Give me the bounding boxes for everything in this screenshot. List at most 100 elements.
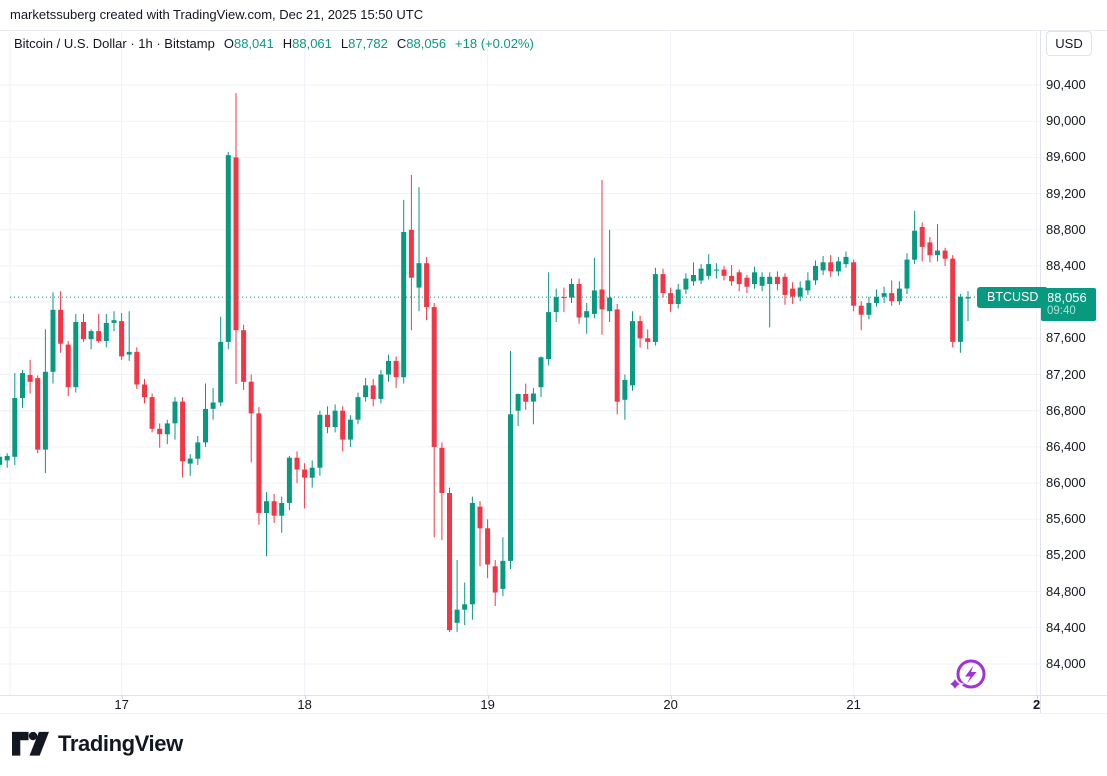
candle-body bbox=[27, 375, 33, 382]
candle-body bbox=[965, 297, 971, 299]
candle-body bbox=[286, 457, 292, 503]
tradingview-logo[interactable]: TradingView bbox=[12, 731, 183, 757]
time-tick-label: 18 bbox=[297, 697, 312, 712]
candle-body bbox=[530, 393, 536, 402]
candle-body bbox=[325, 414, 330, 427]
time-axis-tick bbox=[487, 695, 489, 699]
time-tick-label: 19 bbox=[480, 697, 495, 712]
candle-body bbox=[12, 398, 18, 457]
candle-body bbox=[477, 506, 483, 529]
price-axis[interactable]: 90,400 90,000 89,600 89,200 88,800 88,400 87,6… bbox=[1041, 30, 1107, 695]
candle-body bbox=[645, 338, 651, 342]
candle-body bbox=[828, 262, 834, 272]
lightning-bolt-icon bbox=[965, 665, 977, 684]
candle-body bbox=[630, 321, 635, 386]
candle-body bbox=[401, 232, 407, 378]
bottom-divider bbox=[0, 713, 1107, 714]
time-tick-label: 20 bbox=[663, 697, 678, 712]
candle-body bbox=[729, 275, 735, 282]
price-tick-label: 84,400 bbox=[1046, 619, 1086, 635]
candle-body bbox=[759, 276, 765, 286]
price-axis-divider bbox=[1040, 30, 1041, 713]
boost-lightning-icon[interactable] bbox=[944, 655, 990, 700]
candle-body bbox=[370, 385, 376, 399]
candle-body bbox=[797, 287, 803, 297]
price-tick-label: 86,800 bbox=[1046, 402, 1086, 418]
candle-body bbox=[332, 410, 338, 427]
candle-body bbox=[912, 230, 918, 260]
price-tick-label: 84,000 bbox=[1046, 656, 1086, 671]
candle-body bbox=[149, 397, 155, 429]
price-tick-label: 87,600 bbox=[1046, 330, 1086, 346]
candle-body bbox=[500, 560, 506, 589]
candle-body bbox=[774, 276, 780, 284]
candle-body bbox=[660, 274, 666, 294]
time-axis-tick bbox=[853, 695, 855, 699]
candle-body bbox=[744, 277, 750, 287]
attribution-text: marketssuberg created with TradingView.c… bbox=[10, 7, 424, 22]
candle-body bbox=[233, 157, 239, 331]
currency-unit-button[interactable]: USD bbox=[1046, 31, 1092, 56]
candle-body bbox=[515, 394, 521, 411]
candle-body bbox=[439, 447, 445, 493]
ohlc-close: C88,056 bbox=[396, 36, 447, 51]
candle-body bbox=[416, 263, 422, 288]
candle-body bbox=[172, 401, 178, 424]
candle-body bbox=[881, 293, 887, 297]
candle-body bbox=[843, 256, 849, 265]
ohlc-open: O88,041 bbox=[223, 36, 274, 51]
candle-body bbox=[256, 413, 262, 513]
candle-body bbox=[347, 419, 353, 440]
price-tick-label: 87,200 bbox=[1046, 366, 1086, 382]
candle-body bbox=[248, 381, 254, 414]
candle-body bbox=[103, 322, 109, 341]
candle-body bbox=[835, 261, 841, 272]
candle-body bbox=[553, 297, 559, 312]
candle-body bbox=[50, 309, 56, 372]
candle-body bbox=[302, 469, 308, 478]
candle-body bbox=[508, 414, 513, 561]
candle-body bbox=[225, 155, 231, 342]
candle-body bbox=[96, 331, 102, 342]
candle-body bbox=[111, 320, 117, 323]
candle-body bbox=[622, 379, 628, 400]
price-tick-label: 88,800 bbox=[1046, 221, 1086, 237]
candle-body bbox=[813, 265, 818, 281]
candle-body bbox=[919, 227, 925, 247]
candle-body bbox=[584, 311, 590, 318]
candle-body bbox=[4, 455, 10, 461]
candle-body bbox=[126, 351, 132, 355]
candle-body bbox=[142, 384, 147, 398]
chart-legend[interactable]: Bitcoin / U.S. Dollar · 1h · Bitstamp O8… bbox=[14, 36, 534, 51]
candle-body bbox=[340, 410, 346, 440]
price-tick-label: 90,400 bbox=[1046, 77, 1086, 92]
candle-body bbox=[942, 250, 948, 259]
candle-body bbox=[614, 309, 620, 402]
candle-body bbox=[317, 414, 323, 468]
candle-body bbox=[492, 566, 498, 593]
candle-body bbox=[81, 322, 86, 340]
candle-body bbox=[469, 503, 475, 605]
candle-body bbox=[309, 467, 315, 478]
candle-body bbox=[279, 503, 285, 516]
candle-body bbox=[782, 276, 788, 295]
candle-body bbox=[950, 258, 956, 342]
candle-body bbox=[363, 385, 369, 398]
candle-body bbox=[752, 272, 757, 285]
candle-body bbox=[652, 274, 658, 342]
candle-body bbox=[241, 330, 247, 382]
price-tick-label: 85,200 bbox=[1046, 547, 1086, 563]
candle-body bbox=[180, 401, 186, 462]
candle-body bbox=[713, 269, 719, 271]
candle-body bbox=[393, 360, 399, 378]
candle-body bbox=[187, 458, 193, 464]
btcusd-series-label[interactable]: BTCUSD bbox=[977, 286, 1049, 308]
candle-body bbox=[0, 456, 3, 465]
candle-body bbox=[591, 290, 597, 314]
time-tick-label: 21 bbox=[846, 697, 861, 712]
candle-body bbox=[195, 442, 201, 459]
price-change: +18 (+0.02%) bbox=[455, 36, 534, 51]
candle-body bbox=[264, 501, 269, 513]
price-tick-label: 86,000 bbox=[1046, 475, 1086, 491]
